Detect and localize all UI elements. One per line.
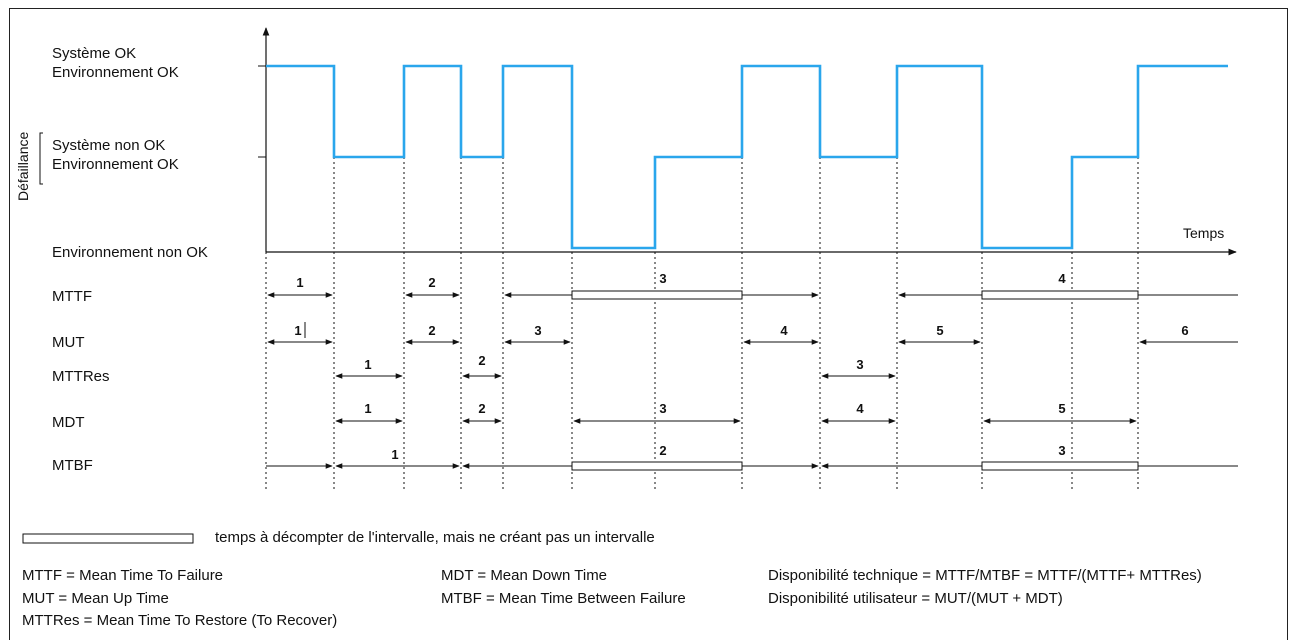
mtbf-hollow-bar-2 xyxy=(571,461,743,471)
mtbf-number-2: 2 xyxy=(659,443,666,458)
mtbf-number-1: 1 xyxy=(391,447,398,462)
mttf-number-4: 4 xyxy=(1058,271,1066,286)
row-mut: 1 2 3 4 5 6 xyxy=(267,322,1238,345)
y-axis-label: Défaillance xyxy=(15,132,31,201)
row-mtbf: 1 2 3 xyxy=(266,443,1238,471)
row-label-mdt: MDT xyxy=(52,414,85,431)
defaillance-bracket xyxy=(39,132,43,185)
diagram-frame xyxy=(9,8,1288,640)
mttf-number-1: 1 xyxy=(296,275,303,290)
state-label-env-nok: Environnement non OK xyxy=(52,244,208,261)
definition-mttf: MTTF = Mean Time To Failure xyxy=(22,567,224,584)
state-signal xyxy=(266,64,1228,250)
row-label-mtbf: MTBF xyxy=(52,457,93,474)
mdt-number-3: 3 xyxy=(659,401,666,416)
legend-hollow-bar xyxy=(22,533,194,544)
mtbf-number-3: 3 xyxy=(1058,443,1065,458)
row-mdt: 1 2 3 4 5 xyxy=(335,401,1137,424)
mut-number-6: 6 xyxy=(1181,323,1188,338)
state-label-sys-nok: Système non OK Environnement OK xyxy=(52,137,179,173)
x-axis-label: Temps xyxy=(1183,225,1224,241)
mttres-number-3: 3 xyxy=(856,357,863,372)
row-label-mut: MUT xyxy=(52,334,85,351)
definition-mttres: MTTRes = Mean Time To Restore (To Recove… xyxy=(22,612,338,629)
mut-number-4: 4 xyxy=(780,323,788,338)
mttf-number-2: 2 xyxy=(428,275,435,290)
mttres-number-2: 2 xyxy=(478,353,485,368)
mttres-number-1: 1 xyxy=(364,357,371,372)
definition-mtbf: MTBF = Mean Time Between Failure xyxy=(441,590,686,607)
mttf-number-3: 3 xyxy=(659,271,666,286)
row-mttf: 1 2 3 4 xyxy=(267,271,1238,300)
mut-number-2: 2 xyxy=(428,323,435,338)
definition-dispo-utilisateur: Disponibilité utilisateur = MUT/(MUT + M… xyxy=(768,590,1063,607)
state-label-ok: Système OK Environnement OK xyxy=(52,45,179,81)
mttf-hollow-bar-3 xyxy=(571,290,743,300)
row-label-mttres: MTTRes xyxy=(52,368,110,385)
row-label-mttf: MTTF xyxy=(52,288,92,305)
event-separators xyxy=(265,157,1139,490)
definition-mut: MUT = Mean Up Time xyxy=(22,590,169,607)
definition-dispo-technique: Disponibilité technique = MTTF/MTBF = MT… xyxy=(768,567,1202,584)
mut-number-3: 3 xyxy=(534,323,541,338)
mut-number-1: 1 xyxy=(294,323,301,338)
mdt-number-2: 2 xyxy=(478,401,485,416)
legend-text: temps à décompter de l'intervalle, mais … xyxy=(215,529,655,546)
mttf-hollow-bar-4 xyxy=(981,290,1139,300)
mdt-number-4: 4 xyxy=(856,401,864,416)
mdt-number-1: 1 xyxy=(364,401,371,416)
mtbf-hollow-bar-3 xyxy=(981,461,1139,471)
mdt-number-5: 5 xyxy=(1058,401,1065,416)
mut-number-5: 5 xyxy=(936,323,943,338)
definition-mdt: MDT = Mean Down Time xyxy=(441,567,608,584)
row-mttres: 1 2 3 xyxy=(335,353,896,379)
